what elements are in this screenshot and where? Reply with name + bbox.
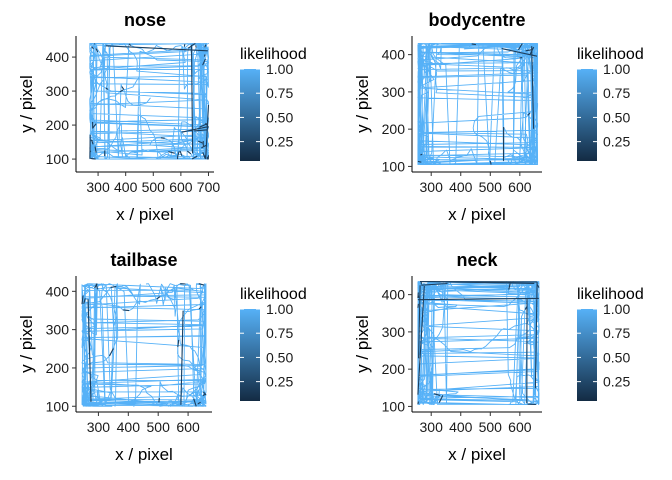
- y-tick-label: 400: [382, 47, 406, 63]
- legend-label: 1.00: [603, 61, 630, 77]
- panel-title: neck: [456, 250, 498, 270]
- legend-label: 1.00: [266, 301, 293, 317]
- y-tick-label: 100: [382, 398, 406, 414]
- y-tick-label: 400: [46, 49, 70, 65]
- x-tick-label: 500: [142, 179, 166, 195]
- low-likelihood-segments: [89, 43, 210, 160]
- trajectory: [417, 281, 540, 406]
- x-tick-label: 600: [169, 179, 193, 195]
- legend-title: likelihood: [240, 286, 307, 303]
- legend-colorbar: [577, 309, 597, 401]
- x-axis-title: x / pixel: [115, 445, 173, 464]
- y-tick-label: 200: [46, 117, 70, 133]
- x-tick-label: 400: [114, 179, 138, 195]
- x-tick-label: 300: [420, 179, 444, 195]
- x-tick-label: 700: [197, 179, 221, 195]
- legend-label: 0.25: [266, 134, 293, 150]
- legend-label: 0.25: [603, 374, 630, 390]
- legend-title: likelihood: [240, 46, 307, 63]
- legend-label: 0.25: [266, 374, 293, 390]
- x-axis-title: x / pixel: [448, 205, 506, 224]
- trajectory: [417, 43, 539, 165]
- y-tick-label: 200: [382, 361, 406, 377]
- x-tick-label: 500: [479, 419, 503, 435]
- legend-colorbar: [577, 69, 597, 161]
- y-tick-label: 400: [46, 283, 70, 299]
- legend-colorbar: [240, 309, 260, 401]
- x-tick-label: 500: [479, 179, 503, 195]
- panel-title: bodycentre: [428, 10, 525, 30]
- y-axis-title: y / pixel: [17, 75, 36, 133]
- legend-label: 0.50: [603, 349, 630, 365]
- legend-label: 0.75: [603, 325, 630, 341]
- panel-title: tailbase: [110, 250, 177, 270]
- legend-title: likelihood: [577, 46, 644, 63]
- legend-title: likelihood: [577, 286, 644, 303]
- legend-colorbar: [240, 69, 260, 161]
- y-tick-label: 200: [46, 360, 70, 376]
- trajectory-line: [81, 283, 207, 407]
- x-tick-label: 400: [449, 419, 473, 435]
- x-axis-title: x / pixel: [448, 445, 506, 464]
- y-tick-label: 200: [382, 121, 406, 137]
- trajectory-line: [89, 43, 209, 160]
- legend-label: 0.50: [603, 109, 630, 125]
- legend-label: 1.00: [603, 301, 630, 317]
- x-tick-label: 500: [147, 419, 171, 435]
- trajectory: [81, 283, 207, 407]
- y-axis-title: y / pixel: [17, 315, 36, 373]
- y-tick-label: 300: [382, 324, 406, 340]
- legend-label: 1.00: [266, 61, 293, 77]
- trajectory-line: [417, 43, 539, 165]
- x-tick-label: 400: [117, 419, 141, 435]
- x-tick-label: 600: [508, 419, 532, 435]
- legend-label: 0.75: [266, 325, 293, 341]
- x-tick-label: 600: [176, 419, 200, 435]
- low-likelihood-segments: [417, 43, 538, 165]
- y-tick-label: 100: [382, 158, 406, 174]
- low-likelihood-segments: [417, 281, 540, 406]
- y-tick-label: 100: [46, 151, 70, 167]
- y-axis-title: y / pixel: [353, 75, 372, 133]
- y-axis-title: y / pixel: [353, 315, 372, 373]
- x-tick-label: 300: [86, 179, 110, 195]
- trajectory: [89, 43, 210, 160]
- y-tick-label: 300: [46, 322, 70, 338]
- y-tick-label: 300: [46, 83, 70, 99]
- x-tick-label: 300: [87, 419, 111, 435]
- x-tick-label: 400: [449, 179, 473, 195]
- panel-title: nose: [124, 10, 166, 30]
- legend-label: 0.50: [266, 109, 293, 125]
- legend-label: 0.75: [266, 85, 293, 101]
- y-tick-label: 400: [382, 287, 406, 303]
- y-tick-label: 100: [46, 398, 70, 414]
- y-tick-label: 300: [382, 84, 406, 100]
- x-tick-label: 300: [420, 419, 444, 435]
- x-axis-title: x / pixel: [116, 205, 174, 224]
- trajectory-line: [417, 281, 540, 405]
- x-tick-label: 600: [508, 179, 532, 195]
- legend-label: 0.25: [603, 134, 630, 150]
- low-likelihood-segments: [81, 283, 207, 407]
- legend-label: 0.75: [603, 85, 630, 101]
- legend-label: 0.50: [266, 349, 293, 365]
